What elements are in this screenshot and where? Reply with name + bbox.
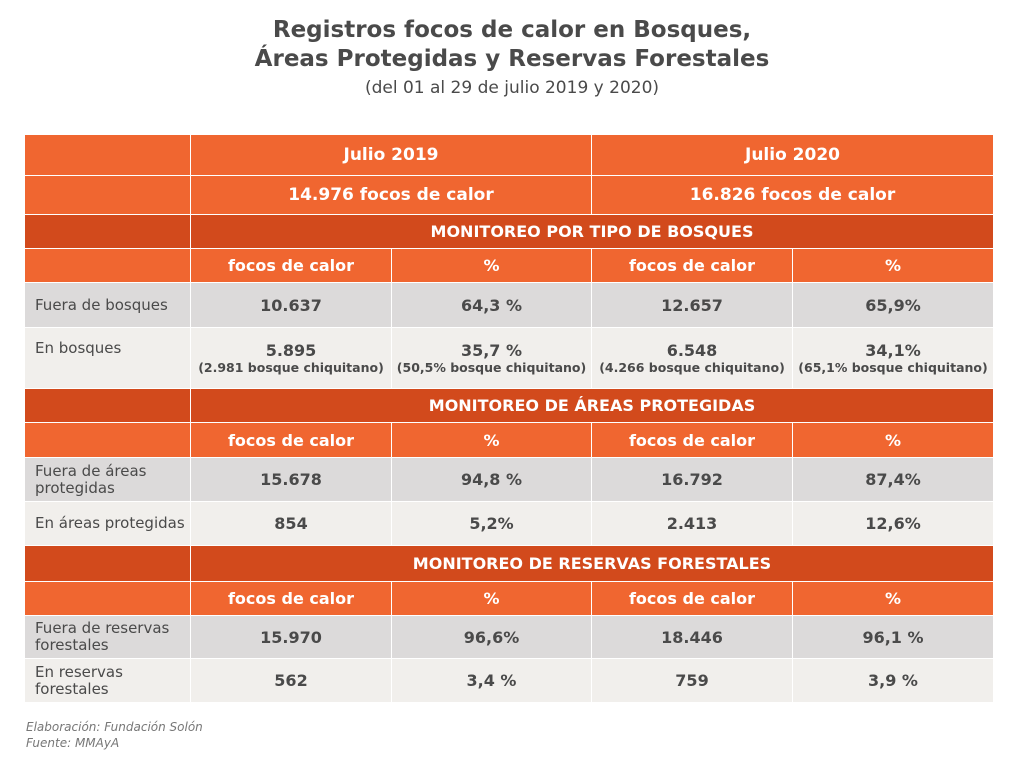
column-header-row: focos de calor% focos de calor% <box>24 248 994 283</box>
row-label: Fuera de reservas forestales <box>24 615 191 659</box>
cell-value: 64,3 % <box>460 295 523 315</box>
table-cell: 12.657 <box>591 282 793 328</box>
table-row: En bosques 5.895 (2.981 bosque chiquitano)… <box>24 327 994 389</box>
table-cell: 35,7 % (50,5% bosque chiquitano) <box>391 327 592 389</box>
section-header-row: MONITOREO POR TIPO DE BOSQUES <box>24 214 994 249</box>
year-2020: Julio 2020 <box>591 134 994 176</box>
column-header-row: focos de calor% focos de calor% <box>24 581 994 616</box>
table-cell: 15.970 <box>190 615 392 659</box>
table-cell: 6.548 (4.266 bosque chiquitano) <box>591 327 793 389</box>
year-2019: Julio 2019 <box>190 134 592 176</box>
cell-value: 6.548 <box>666 341 718 360</box>
column-header-row: focos de calor% focos de calor% <box>24 422 994 458</box>
table-row: Fuera de áreas protegidas 15.678 94,8 % 16.… <box>24 457 994 502</box>
column-header: focos de calor <box>190 581 392 616</box>
title-line-1: Registros focos de calor en Bosques, <box>272 17 752 43</box>
cell-value: 2.413 <box>666 514 718 533</box>
cell-value: 16.792 <box>661 470 723 489</box>
table-cell: 12,6% <box>792 501 994 546</box>
total-2020: 16.826 focos de calor <box>591 175 994 215</box>
table-cell: 16.792 <box>591 457 793 502</box>
table-cell: 64,3 % <box>391 282 592 328</box>
column-header: % <box>391 581 592 616</box>
section-header-row: MONITOREO DE ÁREAS PROTEGIDAS <box>24 388 994 423</box>
cell-note: (65,1% bosque chiquitano) <box>798 360 988 375</box>
row-label: Fuera de bosques <box>24 282 191 328</box>
cell-value: 10.637 <box>260 295 322 315</box>
table-cell: 65,9% <box>792 282 994 328</box>
column-header: focos de calor <box>591 248 793 283</box>
row-label: En áreas protegidas <box>24 501 191 546</box>
cell-note: (4.266 bosque chiquitano) <box>599 360 785 375</box>
table-row: Fuera de bosques 10.637 64,3 % 12.657 65,9% <box>24 282 994 328</box>
section-title: MONITOREO DE ÁREAS PROTEGIDAS <box>190 388 994 423</box>
table-cell: 5,2% <box>391 501 592 546</box>
column-header: % <box>792 422 994 458</box>
cell-value: 34,1% <box>865 341 921 360</box>
cell-value: 5.895 <box>265 341 317 360</box>
table-cell: 96,1 % <box>792 615 994 659</box>
table-cell: 87,4% <box>792 457 994 502</box>
table-cell: 34,1% (65,1% bosque chiquitano) <box>792 327 994 389</box>
table-cell: 854 <box>190 501 392 546</box>
table-row: Fuera de reservas forestales 15.970 96,6% 1… <box>24 615 994 659</box>
cell-value: 65,9% <box>865 295 921 315</box>
data-table: Julio 2019 Julio 2020 14.976 focos de ca… <box>24 134 994 703</box>
cell-value: 12,6% <box>865 514 921 533</box>
table-cell: 10.637 <box>190 282 392 328</box>
totals-row: 14.976 focos de calor 16.826 focos de ca… <box>24 175 994 215</box>
column-header: % <box>792 581 994 616</box>
table-cell: 18.446 <box>591 615 793 659</box>
column-header: focos de calor <box>190 422 392 458</box>
table-cell: 2.413 <box>591 501 793 546</box>
table-cell: 759 <box>591 658 793 703</box>
table-cell: 3,9 % <box>792 658 994 703</box>
cell-value: 96,1 % <box>862 627 924 647</box>
total-2019: 14.976 focos de calor <box>190 175 592 215</box>
row-label: Fuera de áreas protegidas <box>24 457 191 502</box>
table-cell: 3,4 % <box>391 658 592 703</box>
column-header: % <box>391 248 592 283</box>
cell-note: (50,5% bosque chiquitano) <box>396 360 587 375</box>
table-cell: 5.895 (2.981 bosque chiquitano) <box>190 327 392 389</box>
cell-value: 15.678 <box>260 470 322 489</box>
title-line-2: Áreas Protegidas y Reservas Forestales <box>254 46 770 72</box>
column-header: % <box>792 248 994 283</box>
table-cell: 562 <box>190 658 392 703</box>
section-header-row: MONITOREO DE RESERVAS FORESTALES <box>24 545 994 582</box>
row-label: En reservas forestales <box>24 658 191 703</box>
table-cell: 94,8 % <box>391 457 592 502</box>
row-label: En bosques <box>24 327 191 389</box>
subtitle: (del 01 al 29 de julio 2019 y 2020) <box>364 78 660 98</box>
column-header: focos de calor <box>591 581 793 616</box>
cell-value: 18.446 <box>661 627 723 647</box>
cell-value: 5,2% <box>469 514 514 533</box>
table-row: En reservas forestales 562 3,4 % 759 3,9 % <box>24 658 994 703</box>
footer-elaboracion: Elaboración: Fundación Solón <box>26 720 203 734</box>
year-header-row: Julio 2019 Julio 2020 <box>24 134 994 176</box>
cell-value: 35,7 % <box>460 341 523 360</box>
cell-value: 3,4 % <box>466 671 517 690</box>
cell-value: 94,8 % <box>460 470 523 489</box>
cell-value: 15.970 <box>260 627 322 647</box>
cell-value: 96,6% <box>463 627 520 647</box>
table-cell: 15.678 <box>190 457 392 502</box>
cell-value: 854 <box>274 514 308 533</box>
table-cell: 96,6% <box>391 615 592 659</box>
cell-value: 562 <box>274 671 308 690</box>
cell-value: 12.657 <box>661 295 723 315</box>
column-header: % <box>391 422 592 458</box>
column-header: focos de calor <box>591 422 793 458</box>
section-title: MONITOREO POR TIPO DE BOSQUES <box>190 214 994 249</box>
table-row: En áreas protegidas 854 5,2% 2.413 12,6% <box>24 501 994 546</box>
cell-note: (2.981 bosque chiquitano) <box>198 360 384 375</box>
footer-fuente: Fuente: MMAyA <box>26 736 120 750</box>
cell-value: 3,9 % <box>868 671 918 690</box>
cell-value: 759 <box>675 671 709 690</box>
column-header: focos de calor <box>190 248 392 283</box>
cell-value: 87,4% <box>865 470 921 489</box>
section-title: MONITOREO DE RESERVAS FORESTALES <box>190 545 994 582</box>
